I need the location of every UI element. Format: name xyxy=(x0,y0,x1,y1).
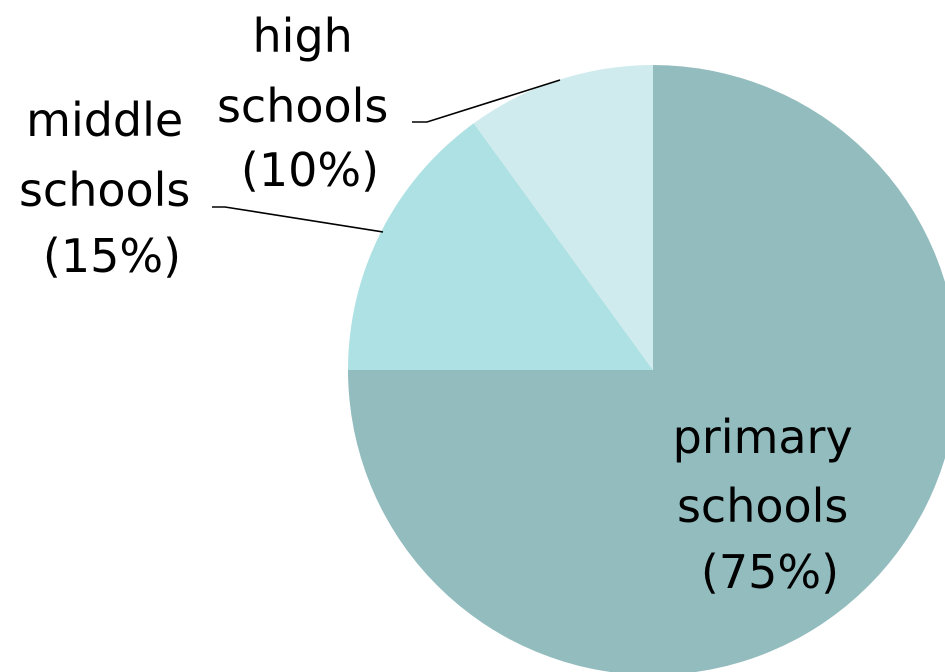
slice-label-primary-schools: primary schools (75%) xyxy=(673,410,868,599)
leader-line-middle-schools xyxy=(212,206,384,233)
slice-label-line: schools xyxy=(19,163,190,217)
pie-slice-primary-schools xyxy=(348,65,945,672)
slice-label-line: middle xyxy=(26,93,183,147)
pie-slices xyxy=(348,65,945,672)
slice-label-line: (10%) xyxy=(241,143,379,197)
slice-label-line: (75%) xyxy=(701,545,839,599)
pie-slice-high-schools xyxy=(473,65,653,370)
slice-label-high-schools: high schools (10%) xyxy=(217,9,403,197)
slice-label-line: high xyxy=(253,9,353,63)
slice-label-line: primary xyxy=(673,410,853,464)
slice-label-line: (15%) xyxy=(43,229,181,283)
leader-line-high-schools xyxy=(412,79,561,123)
slice-label-line: schools xyxy=(217,79,388,133)
slice-label-middle-schools: middle schools (15%) xyxy=(19,93,205,283)
pie-slice-middle-schools xyxy=(348,123,653,370)
slice-label-line: schools xyxy=(677,479,848,533)
